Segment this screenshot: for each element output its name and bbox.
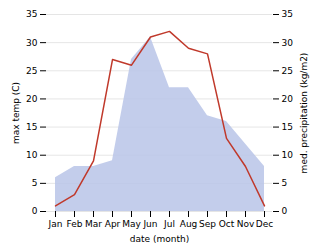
svg-text:25: 25 xyxy=(26,66,37,76)
svg-text:Aug: Aug xyxy=(180,219,198,229)
svg-text:Mar: Mar xyxy=(85,219,102,229)
svg-text:May: May xyxy=(122,219,141,229)
svg-text:20: 20 xyxy=(26,94,38,104)
svg-text:Feb: Feb xyxy=(67,219,83,229)
svg-text:Jun: Jun xyxy=(142,219,157,229)
svg-text:10: 10 xyxy=(282,150,294,160)
svg-text:0: 0 xyxy=(32,206,38,216)
svg-text:Dec: Dec xyxy=(256,219,273,229)
svg-text:35: 35 xyxy=(282,9,293,19)
svg-text:10: 10 xyxy=(26,150,38,160)
svg-text:max temp (C): max temp (C) xyxy=(11,82,21,144)
svg-text:35: 35 xyxy=(26,9,37,19)
svg-text:Jul: Jul xyxy=(163,219,175,229)
svg-text:0: 0 xyxy=(282,206,288,216)
svg-text:25: 25 xyxy=(282,66,293,76)
svg-text:Sep: Sep xyxy=(199,219,216,229)
svg-text:Oct: Oct xyxy=(219,219,235,229)
svg-text:med. precipitation (kg/m2): med. precipitation (kg/m2) xyxy=(299,53,309,174)
svg-text:Nov: Nov xyxy=(237,219,255,229)
svg-text:30: 30 xyxy=(26,38,38,48)
svg-text:20: 20 xyxy=(282,94,294,104)
svg-text:Apr: Apr xyxy=(105,219,121,229)
svg-text:5: 5 xyxy=(282,178,288,188)
svg-text:5: 5 xyxy=(32,178,38,188)
svg-text:date (month): date (month) xyxy=(130,234,189,244)
svg-text:30: 30 xyxy=(282,38,294,48)
svg-text:15: 15 xyxy=(26,122,37,132)
svg-text:15: 15 xyxy=(282,122,293,132)
svg-text:Jan: Jan xyxy=(48,219,63,229)
